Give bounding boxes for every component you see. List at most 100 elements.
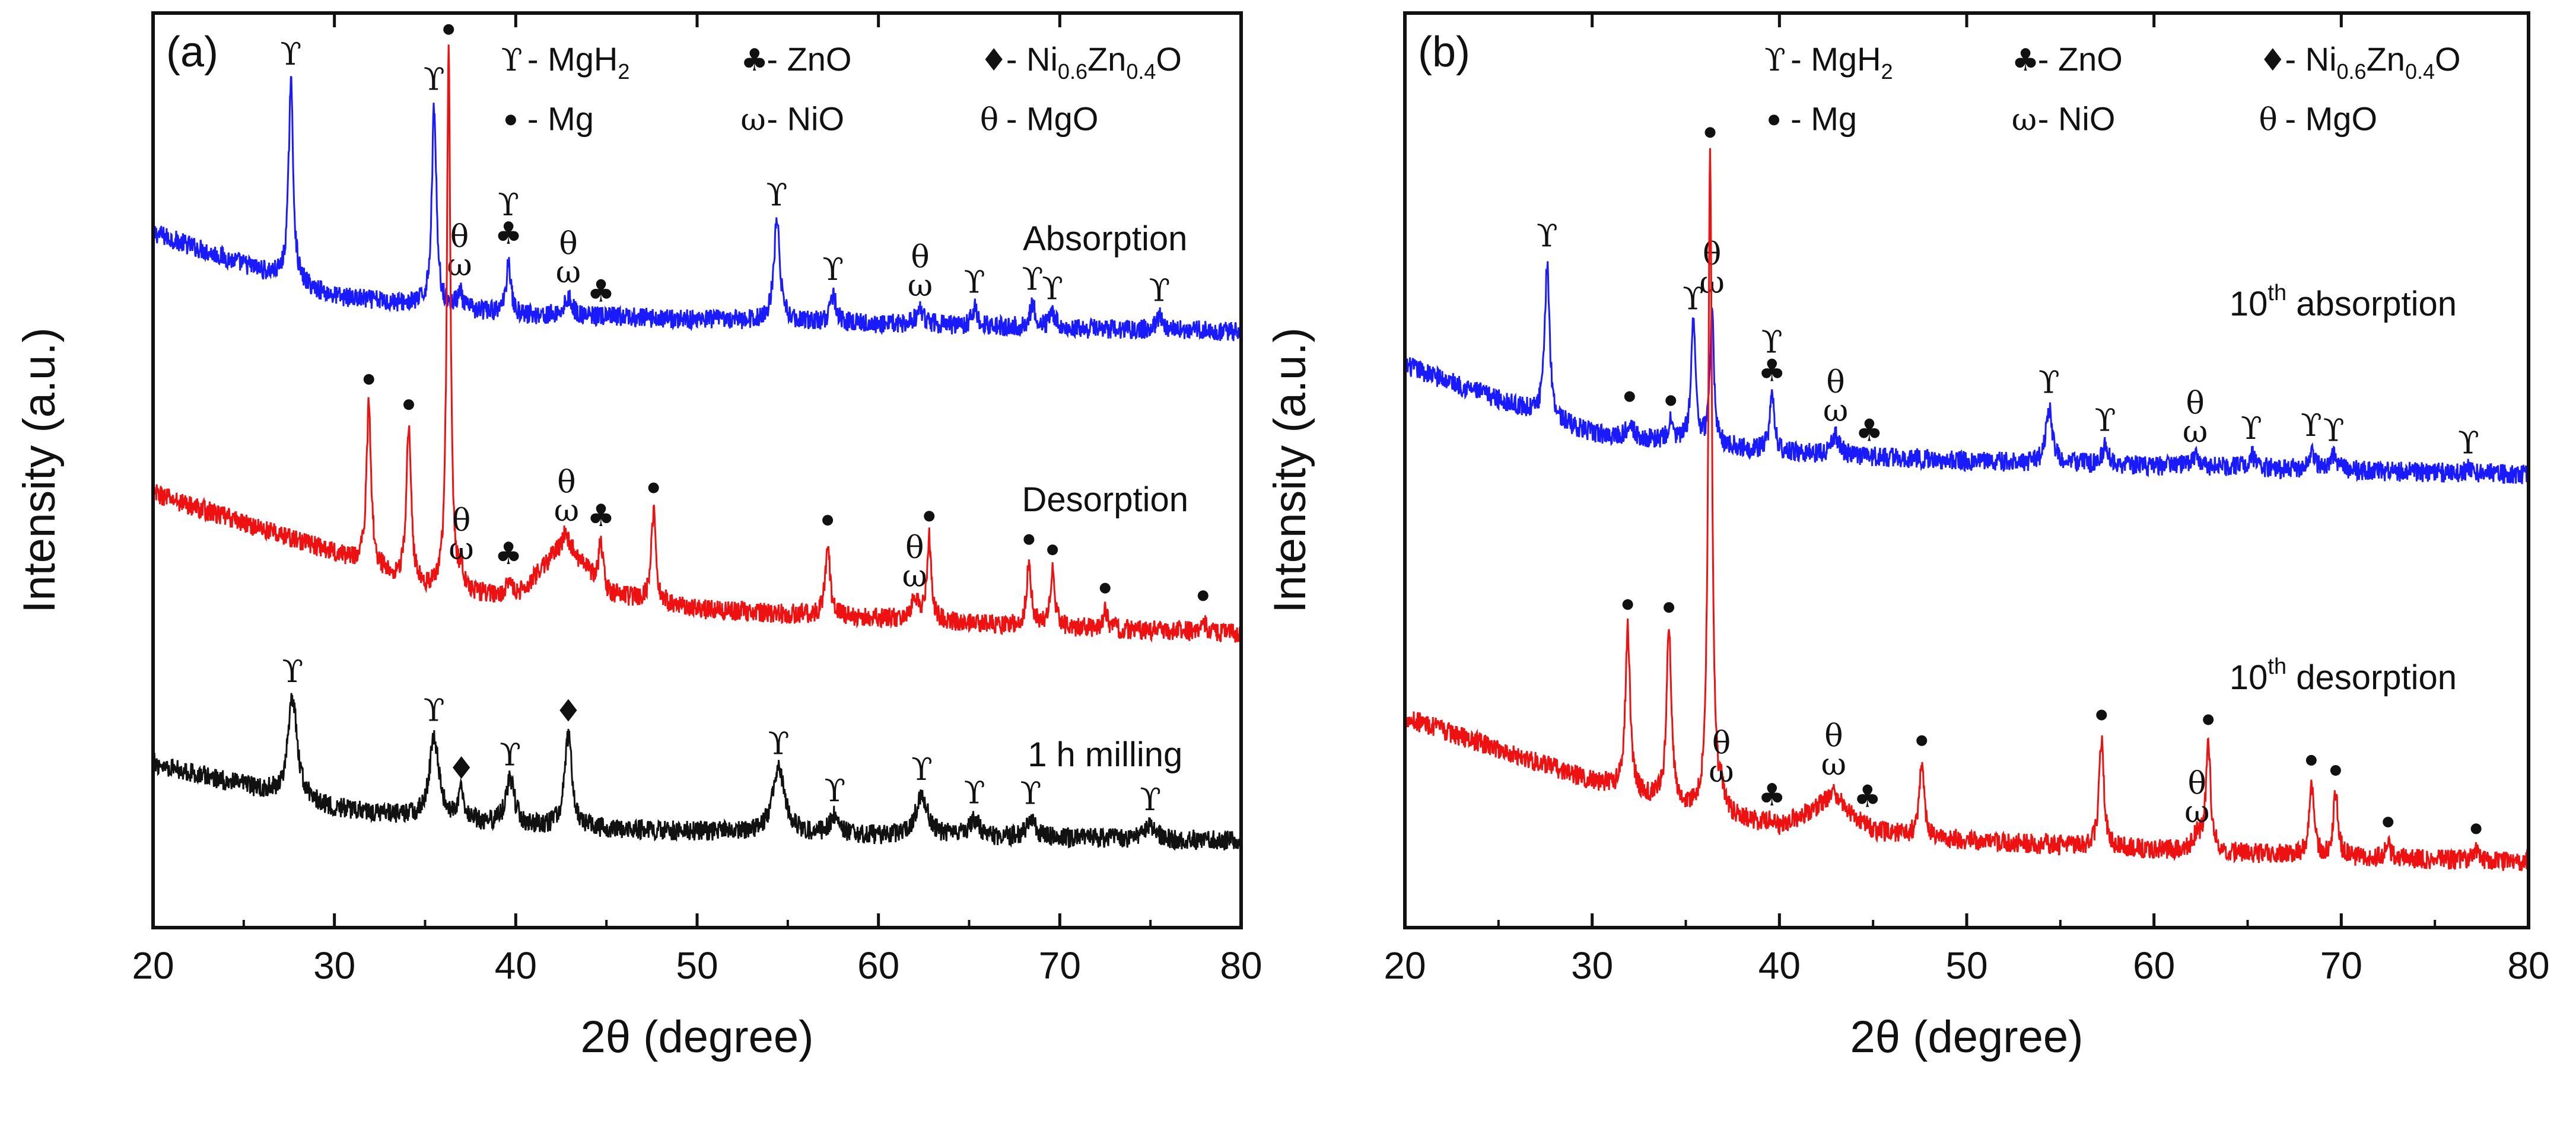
x-tick-label: 20 <box>1384 944 1426 987</box>
peak-marker: θω <box>1709 725 1734 789</box>
peak-marker-mg <box>1197 590 1209 601</box>
peak-marker <box>1664 602 1675 613</box>
x-tick-label: 60 <box>857 944 899 987</box>
peak-marker-mg <box>1704 127 1716 138</box>
peak-marker: ϒ <box>1683 282 1704 317</box>
peak-marker-mg <box>2330 765 2341 776</box>
peak-marker-symbol: ϒ <box>2458 426 2479 461</box>
legend-dot-icon <box>1769 114 1780 126</box>
series-label-desorption: Desorption <box>1022 480 1188 519</box>
peak-marker-symbol: ♦ <box>447 751 475 786</box>
peak-marker <box>1622 599 1633 610</box>
peak-marker-omega: ω <box>908 268 933 304</box>
peak-marker: θω <box>554 465 579 529</box>
peak-marker-symbol: ϒ <box>424 62 445 98</box>
peak-marker-symbol: ϒ <box>964 265 985 301</box>
peak-marker: θω <box>908 240 933 304</box>
peak-marker-mg <box>1622 599 1633 610</box>
peak-marker: ϒ <box>500 737 521 773</box>
peak-marker: ϒ <box>2458 426 2479 461</box>
peak-marker-symbol: ϒ <box>1537 218 1558 254</box>
legend-label: - MgO <box>1006 100 1099 137</box>
peak-marker-symbol: ϒ <box>2323 413 2345 449</box>
x-tick-label: 60 <box>2133 944 2175 987</box>
peak-marker-symbol: ϒ <box>2038 365 2060 400</box>
peak-marker: ♣ <box>587 498 615 534</box>
y-axis-title: Intensity (a.u.) <box>1265 327 1315 613</box>
series-label-absorption: Absorption <box>1023 219 1187 258</box>
legend-symbol: ω <box>740 102 765 138</box>
peak-marker <box>1665 395 1677 406</box>
y-axis-title: Intensity (a.u.) <box>14 327 65 613</box>
legend-symbol: ϒ <box>501 43 523 78</box>
peak-marker <box>1704 127 1716 138</box>
peak-marker-mg <box>822 515 834 526</box>
x-tick-label: 70 <box>2320 944 2362 987</box>
peak-marker-zno: ♣ <box>1758 353 1786 388</box>
peak-marker-omega: ω <box>902 559 927 594</box>
series-label-1-h-milling: 1 h milling <box>1028 735 1182 774</box>
peak-marker-symbol: ♣ <box>1853 779 1881 815</box>
series-label-10th-absorption: 10th absorption <box>2230 281 2457 323</box>
peak-marker-theta: θ <box>905 530 924 566</box>
peak-marker: ϒ <box>768 727 790 762</box>
peak-marker-mg <box>363 374 374 385</box>
peak-marker: ϒ <box>424 693 445 729</box>
x-tick-label: 20 <box>132 944 174 987</box>
peak-marker-theta: θ <box>557 465 575 501</box>
peak-marker-symbol: ♣ <box>587 273 615 309</box>
peak-marker: θω <box>2183 386 2208 450</box>
series-line-1-h-milling <box>153 693 1241 851</box>
peak-marker <box>822 515 834 526</box>
peak-marker-symbol: ♣ <box>495 536 523 572</box>
legend-label: - Mg <box>1791 100 1857 137</box>
peak-marker-mg <box>1664 602 1675 613</box>
peak-marker-symbol: ϒ <box>2095 403 2116 438</box>
peak-marker-symbol: ϒ <box>767 177 788 213</box>
peak-marker <box>2305 754 2317 766</box>
peak-marker-omega: ω <box>556 254 581 290</box>
peak-marker: ϒ <box>1149 273 1171 308</box>
peak-marker-mg <box>2383 817 2394 828</box>
peak-marker <box>2330 765 2341 776</box>
peak-marker-mg <box>1099 582 1111 594</box>
peak-marker-symbol: ϒ <box>500 737 521 773</box>
x-axis-title: 2θ (degree) <box>1850 1012 2084 1062</box>
x-tick-label: 80 <box>1220 944 1262 987</box>
legend-symbol: ♣ <box>740 43 768 78</box>
peak-marker-zno: ♣ <box>495 216 523 251</box>
legend: ϒ- MgH2 ♣- ZnO ♦- Ni0.6Zn0.4O- Mg ω - NiO θ - … <box>1764 40 2460 138</box>
peak-marker-mg <box>924 511 935 522</box>
peak-marker-symbol: ϒ <box>424 693 445 729</box>
peak-marker-symbol: ϒ <box>1683 282 1704 317</box>
peak-marker-symbol: ϒ <box>768 727 790 762</box>
legend: ϒ- MgH2 ♣- ZnO ♦- Ni0.6Zn0.4O- Mg ω - NiO θ - … <box>501 40 1182 138</box>
peak-marker-mg <box>2470 823 2482 834</box>
peak-marker <box>1624 391 1635 402</box>
legend-item: - Mg <box>1769 100 1857 137</box>
peak-marker: θω <box>1823 365 1848 429</box>
peak-marker-omega: ω <box>449 531 473 567</box>
peak-marker: θω <box>556 226 581 290</box>
legend-item: θ- MgO <box>2259 100 2377 138</box>
legend-item: ♣- ZnO <box>2012 40 2123 78</box>
series-line-absorption <box>153 76 1241 342</box>
peak-marker: ϒ <box>2241 411 2262 447</box>
peak-marker-symbol: ϒ <box>1042 272 1063 307</box>
peak-marker: ϒ <box>2095 403 2116 438</box>
peak-marker-theta: θ <box>559 226 577 262</box>
peak-marker <box>1099 582 1111 594</box>
panel-label: (a) <box>166 28 218 76</box>
peak-marker: ♣ <box>1853 779 1881 815</box>
peak-marker: θω <box>902 530 927 594</box>
peak-marker: ϒ <box>2323 413 2345 449</box>
peak-marker-theta: θ <box>2188 766 2206 802</box>
peak-marker-theta: θ <box>452 503 470 539</box>
legend-item: ω- NiO <box>2012 100 2116 138</box>
peak-marker: ϒ <box>824 773 845 809</box>
peak-marker-mgh2: ϒ <box>1761 324 1783 360</box>
x-axis-title: 2θ (degree) <box>581 1012 814 1062</box>
peak-marker: θω <box>2184 766 2209 830</box>
peak-marker <box>1047 544 1058 556</box>
